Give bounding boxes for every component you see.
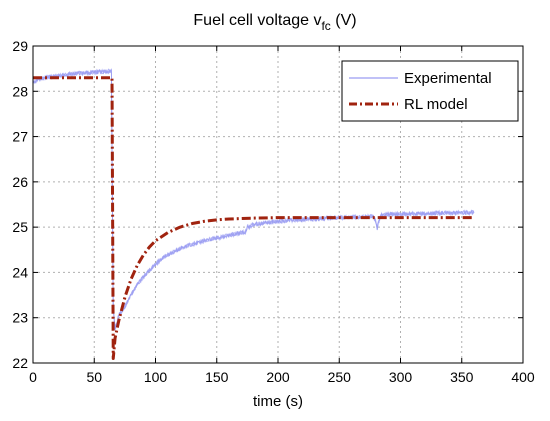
- x-tick-label: 50: [86, 369, 102, 385]
- plot-area: [32, 68, 475, 360]
- legend-box: [341, 60, 519, 122]
- x-tick-label: 150: [205, 369, 229, 385]
- x-axis-label: time (s): [253, 393, 303, 410]
- x-tick-label: 300: [389, 369, 413, 385]
- x-tick-label: 100: [144, 369, 168, 385]
- x-tick-label: 0: [29, 369, 37, 385]
- y-tick-label: 27: [12, 129, 28, 145]
- y-tick-label: 24: [12, 264, 28, 280]
- y-tick-label: 26: [12, 174, 28, 190]
- series-rl-model-line: [33, 76, 474, 360]
- grid: [33, 46, 523, 363]
- chart-title: Fuel cell voltage vfc (V): [193, 12, 356, 33]
- legend: Experimental RL model: [341, 60, 519, 122]
- x-tick-label: 400: [511, 369, 535, 385]
- x-tick-label: 250: [328, 369, 352, 385]
- x-tick-label: 350: [450, 369, 474, 385]
- series-experimental-line: [32, 68, 475, 331]
- chart-title-main: Fuel cell voltage v: [193, 12, 321, 29]
- y-tick-label: 25: [12, 219, 28, 235]
- chart-title-subscript: fc: [321, 19, 330, 33]
- legend-label-experimental: Experimental: [404, 70, 492, 87]
- axis-ticks: 0 50 100 150 200 250 300 350 400 22 23 24 25 26 27 28 29: [12, 38, 534, 385]
- x-tick-label: 200: [266, 369, 290, 385]
- y-tick-label: 29: [12, 38, 28, 54]
- y-tick-label: 28: [12, 83, 28, 99]
- y-tick-label: 22: [12, 355, 28, 371]
- y-tick-label: 23: [12, 310, 28, 326]
- legend-label-rl-model: RL model: [404, 96, 468, 113]
- chart-title-unit: (V): [331, 12, 357, 29]
